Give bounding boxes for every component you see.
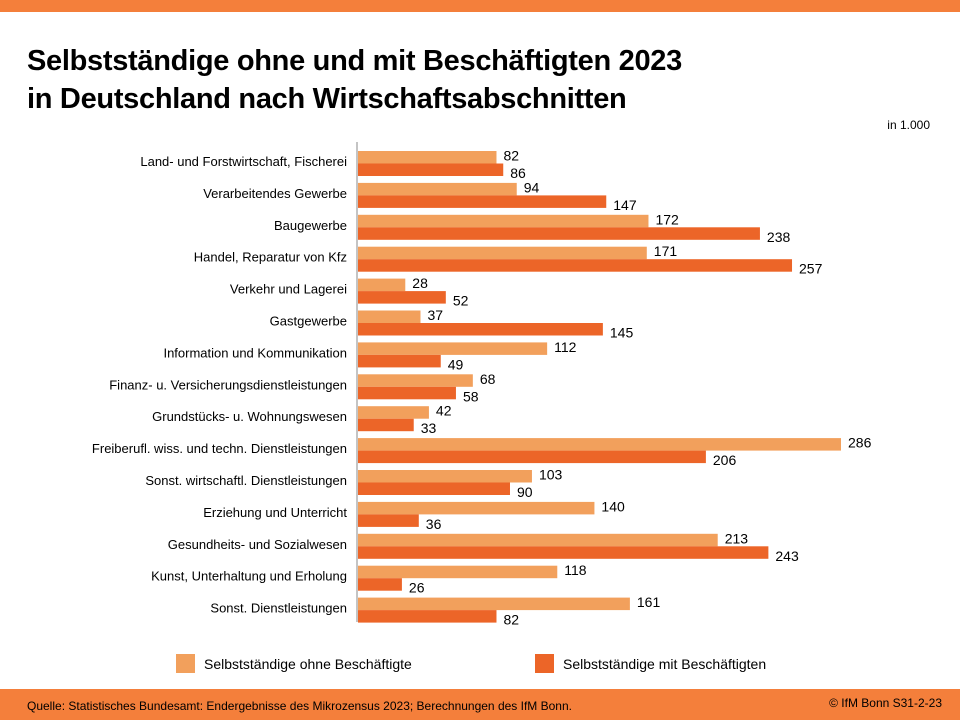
bar-mit [358, 514, 419, 527]
chart-title: Selbstständige ohne und mit Beschäftigte… [27, 42, 682, 118]
bar-ohne [358, 214, 649, 228]
category-label: Gastgewerbe [270, 314, 347, 329]
bar-mit [358, 354, 441, 368]
category-label: Baugewerbe [274, 218, 347, 233]
bar-mit [358, 546, 769, 559]
bar-mit [358, 195, 607, 208]
bar-mit [358, 610, 497, 623]
data-label-mit: 257 [799, 261, 823, 277]
bar-mit [358, 578, 402, 591]
bar-mit [358, 259, 793, 272]
copyright: © IfM Bonn S31-2-23 [829, 696, 942, 710]
data-label-mit: 238 [767, 229, 791, 245]
legend-label-ohne: Selbstständige ohne Beschäftigte [204, 655, 412, 672]
data-label-mit: 58 [463, 388, 479, 404]
data-label-ohne: 28 [412, 275, 428, 291]
legend-swatch-ohne [176, 654, 195, 673]
category-label: Verkehr und Lagerei [230, 282, 347, 297]
data-label-ohne: 42 [436, 403, 452, 419]
category-label: Finanz- u. Versicherungsdienstleistungen [109, 377, 347, 392]
category-label: Freiberufl. wiss. und techn. Dienstleist… [92, 441, 347, 456]
category-label: Kunst, Unterhaltung und Erholung [151, 569, 347, 584]
source-note: Quelle: Statistisches Bundesamt: Enderge… [27, 699, 572, 713]
legend: Selbstständige ohne Beschäftigte Selbsts… [0, 654, 960, 674]
bar-mit [358, 418, 414, 432]
bar-mit [358, 482, 510, 495]
top-accent-bar [0, 0, 960, 12]
data-label-mit: 86 [510, 165, 526, 181]
bar-ohne [358, 470, 532, 483]
bar-ohne [358, 565, 558, 579]
data-label-ohne: 161 [637, 594, 661, 610]
data-label-mit: 145 [610, 325, 634, 341]
data-label-ohne: 112 [554, 339, 577, 355]
data-label-mit: 33 [421, 420, 437, 436]
data-label-mit: 52 [453, 293, 469, 309]
bar-ohne [358, 597, 630, 611]
data-label-ohne: 94 [524, 179, 540, 195]
bar-mit [358, 323, 603, 336]
data-label-ohne: 118 [564, 562, 587, 578]
data-label-mit: 82 [503, 612, 519, 628]
data-label-ohne: 172 [655, 211, 679, 227]
category-label: Sonst. wirtschaftl. Dienstleistungen [145, 473, 347, 488]
category-label: Information und Kommunikation [163, 345, 347, 360]
data-label-mit: 243 [775, 548, 799, 564]
data-label-ohne: 140 [601, 498, 625, 514]
footer-bar: Quelle: Statistisches Bundesamt: Enderge… [0, 689, 960, 720]
category-label: Gesundheits- und Sozialwesen [168, 537, 347, 552]
data-label-ohne: 103 [539, 467, 563, 483]
unit-label: in 1.000 [887, 118, 930, 132]
bar-ohne [358, 182, 517, 196]
bar-ohne [358, 342, 548, 355]
bar-ohne [358, 246, 647, 260]
bar-ohne [358, 374, 473, 387]
data-label-mit: 90 [517, 484, 533, 500]
category-label: Erziehung und Unterricht [203, 505, 347, 520]
legend-swatch-mit [535, 654, 554, 673]
bar-ohne [358, 533, 718, 547]
legend-label-mit: Selbstständige mit Beschäftigten [563, 655, 767, 672]
category-label: Land- und Forstwirtschaft, Fischerei [140, 154, 347, 169]
data-label-ohne: 286 [848, 435, 872, 451]
bar-ohne [358, 278, 406, 292]
bar-mit [358, 227, 760, 240]
category-label: Sonst. Dienstleistungen [210, 601, 347, 616]
data-label-mit: 147 [613, 197, 637, 213]
data-label-mit: 26 [409, 580, 425, 596]
data-label-ohne: 68 [480, 371, 496, 387]
legend-item-ohne: Selbstständige ohne Beschäftigte [176, 654, 412, 673]
category-label: Verarbeitendes Gewerbe [203, 186, 347, 201]
bar-ohne [358, 501, 595, 515]
data-label-ohne: 213 [725, 530, 749, 546]
data-label-ohne: 82 [503, 148, 519, 164]
bar-ohne [358, 406, 429, 419]
category-label: Grundstücks- u. Wohnungswesen [152, 409, 347, 424]
bar-mit [358, 163, 504, 176]
data-label-ohne: 37 [427, 307, 443, 323]
bar-mit [358, 291, 446, 304]
bar-ohne [358, 438, 841, 451]
data-label-mit: 49 [448, 356, 464, 372]
bar-ohne [358, 310, 421, 323]
data-label-mit: 206 [713, 452, 737, 468]
bar-ohne [358, 151, 497, 164]
bar-mit [358, 386, 456, 400]
bar-mit [358, 450, 706, 464]
title-line-1: Selbstständige ohne und mit Beschäftigte… [27, 45, 682, 77]
data-label-mit: 36 [426, 516, 442, 532]
data-label-ohne: 171 [654, 243, 678, 259]
bar-chart: Land- und Forstwirtschaft, Fischerei 8286… [92, 142, 872, 628]
category-label: Handel, Reparatur von Kfz [194, 250, 347, 265]
title-line-2: in Deutschland nach Wirtschaftsabschnitt… [27, 83, 627, 115]
legend-item-mit: Selbstständige mit Beschäftigten [535, 654, 766, 673]
